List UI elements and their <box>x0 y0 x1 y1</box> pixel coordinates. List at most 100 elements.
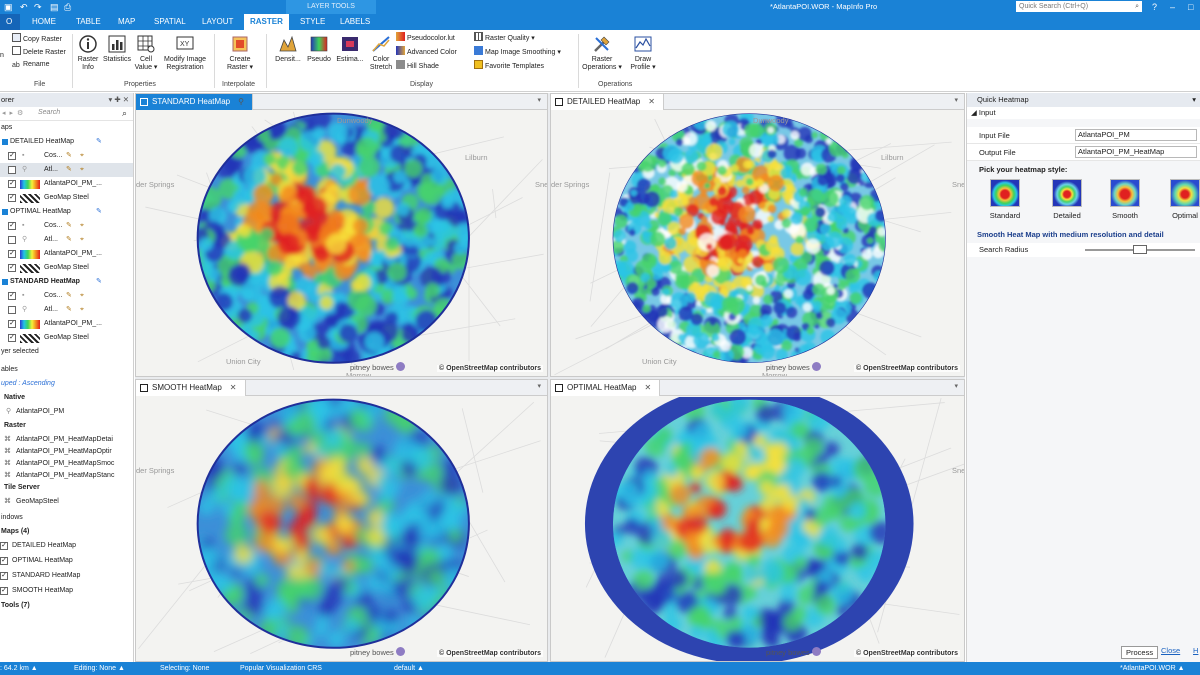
layer-checkbox[interactable] <box>8 166 16 174</box>
native-item[interactable]: ⚲ AtlantaPOI_PM <box>0 405 133 419</box>
map-tab[interactable]: STANDARD HeatMap ⚲ <box>136 94 253 110</box>
layer-row-6[interactable]: ✓ ▪ Cos... ✎ ⌖ <box>0 219 133 233</box>
heatmap-style-optimal[interactable]: Optimal <box>1165 179 1200 220</box>
favorite-templates-button[interactable]: Favorite Templates <box>474 60 544 73</box>
search-icon[interactable]: ⌕ <box>121 108 127 118</box>
tab-raster[interactable]: RASTER <box>244 14 289 30</box>
map-attribution[interactable]: © OpenStreetMap contributors <box>854 650 960 657</box>
explorer-search[interactable]: ◂▸⚙ Search ⌕ <box>0 107 133 121</box>
map-canvas[interactable]: Dunwoody Lilburn der Springs Snel Union City… <box>136 111 547 376</box>
layer-checkbox[interactable]: ✓ <box>8 264 16 272</box>
map-attribution[interactable]: © OpenStreetMap contributors <box>854 365 960 372</box>
layer-control-icon[interactable]: ✎ <box>96 208 102 215</box>
layer-checkbox[interactable]: ✓ <box>8 222 16 230</box>
input-section-toggle[interactable]: ◢ Input <box>967 107 1200 119</box>
pin-icon[interactable]: ⚲ <box>238 97 244 106</box>
tile-item[interactable]: ⌘ GeoMapSteel <box>0 495 133 509</box>
edit-icon[interactable]: ✎ <box>66 222 72 229</box>
map-image-smoothing-button[interactable]: Map Image Smoothing ▾ <box>474 46 561 59</box>
advanced-color-button[interactable]: Advanced Color <box>396 46 457 59</box>
tab-style[interactable]: STYLE <box>300 17 326 26</box>
status-zoom[interactable]: : 64.2 km ▲ <box>0 665 38 672</box>
quick-access-save-icon[interactable]: ▣ <box>4 2 13 12</box>
edit-icon[interactable]: ✎ <box>66 166 72 173</box>
help-link[interactable]: H <box>1193 646 1199 655</box>
map-canvas[interactable]: der Springs pitney bowes © OpenStreetMap c… <box>136 397 547 661</box>
close-button[interactable]: Close <box>1161 646 1181 655</box>
raster-item[interactable]: ⌘ AtlantaPOI_PM_HeatMapStanc <box>0 469 133 481</box>
panel-controls[interactable]: ▾ ✚ ✕ <box>108 95 129 104</box>
window-checkbox[interactable]: ✓ <box>0 572 8 580</box>
color-stretch-button[interactable]: Color Stretch <box>368 34 394 72</box>
cell-value-button[interactable]: Cell Value ▾ <box>134 34 158 72</box>
layer-row-12[interactable]: ⚲ Atl... ✎ ⌖ <box>0 303 133 317</box>
tab-labels[interactable]: LABELS <box>340 17 371 26</box>
raster-item[interactable]: ⌘ AtlantaPOI_PM_HeatMapSmoc <box>0 457 133 469</box>
tab-table[interactable]: TABLE <box>76 17 101 26</box>
output-file-field[interactable]: AtlantaPOI_PM_HeatMap <box>1075 146 1197 158</box>
draw-profile-button[interactable]: Draw Profile ▾ <box>626 34 660 72</box>
select-icon[interactable]: ⌖ <box>80 236 84 243</box>
layer-checkbox[interactable]: ✓ <box>8 152 16 160</box>
map-window-detailed[interactable]: DETAILED HeatMap ✕ ▾ Dunwoody Lilburn der Spr… <box>550 93 965 377</box>
quick-access-folder-icon[interactable]: ▤ <box>50 2 59 12</box>
grouped-row[interactable]: uped : Ascending <box>0 377 133 391</box>
edit-icon[interactable]: ✎ <box>66 306 72 313</box>
status-default[interactable]: default ▲ <box>394 665 424 672</box>
window-item[interactable]: ✓ STANDARD HeatMap <box>0 569 133 583</box>
map-attribution[interactable]: © OpenStreetMap contributors <box>437 650 543 657</box>
map-tab[interactable]: SMOOTH HeatMap ✕ <box>136 380 246 396</box>
map-canvas[interactable]: Snel pitney bowes © OpenStreetMap contribu… <box>551 397 964 661</box>
window-item[interactable]: ✓ DETAILED HeatMap <box>0 539 133 553</box>
select-icon[interactable]: ⌖ <box>80 222 84 229</box>
edit-icon[interactable]: ✎ <box>66 152 72 159</box>
window-item[interactable]: ✓ SMOOTH HeatMap <box>0 584 133 598</box>
window-checkbox[interactable]: ✓ <box>0 542 8 550</box>
tab-map[interactable]: MAP <box>118 17 136 26</box>
delete-raster-button[interactable]: Delete Raster <box>12 46 66 59</box>
tab-layout[interactable]: LAYOUT <box>202 17 234 26</box>
status-selecting[interactable]: Selecting: None <box>160 665 210 672</box>
map-canvas[interactable]: Dunwoody Lilburn der Springs Snel Union City… <box>551 111 964 376</box>
chevron-down-icon[interactable]: ▾ <box>954 97 958 104</box>
map-group-0[interactable]: DETAILED HeatMap ✎ <box>0 135 133 149</box>
layer-row-2[interactable]: ⚲ Atl... ✎ ⌖ <box>0 163 133 177</box>
density-button[interactable]: Densit... <box>272 34 304 64</box>
close-icon[interactable]: ✕ <box>229 383 237 392</box>
heatmap-style-standard[interactable]: Standard <box>985 179 1025 220</box>
search-icon[interactable]: ⌕ <box>1135 3 1139 10</box>
input-file-field[interactable]: AtlantaPOI_PM <box>1075 129 1197 141</box>
open-fragment[interactable]: n <box>0 52 4 59</box>
window-item[interactable]: ✓ OPTIMAL HeatMap <box>0 554 133 568</box>
chevron-down-icon[interactable]: ▾ <box>954 383 958 390</box>
layer-checkbox[interactable]: ✓ <box>8 250 16 258</box>
select-icon[interactable]: ⌖ <box>80 306 84 313</box>
minimize-button[interactable]: – <box>1170 2 1176 12</box>
tab-home[interactable]: HOME <box>32 17 56 26</box>
raster-quality-button[interactable]: Raster Quality ▾ <box>474 32 535 45</box>
pseudo-button[interactable]: Pseudo <box>306 34 332 64</box>
chevron-down-icon[interactable]: ▾ <box>537 97 541 104</box>
select-icon[interactable]: ⌖ <box>80 152 84 159</box>
status-crs[interactable]: Popular Visualization CRS <box>240 665 322 672</box>
layer-row-11[interactable]: ✓ ▪ Cos... ✎ ⌖ <box>0 289 133 303</box>
copy-raster-button[interactable]: Copy Raster <box>12 33 62 46</box>
map-group-10[interactable]: STANDARD HeatMap ✎ <box>0 275 133 289</box>
window-checkbox[interactable]: ✓ <box>0 557 8 565</box>
statistics-button[interactable]: Statistics <box>102 34 132 64</box>
edit-icon[interactable]: ✎ <box>66 292 72 299</box>
quick-access-print-icon[interactable]: ⎙ <box>64 2 72 12</box>
layer-checkbox[interactable] <box>8 236 16 244</box>
select-icon[interactable]: ⌖ <box>80 166 84 173</box>
search-radius-slider[interactable] <box>1085 245 1195 254</box>
map-attribution[interactable]: © OpenStreetMap contributors <box>437 365 543 372</box>
map-tab[interactable]: DETAILED HeatMap ✕ <box>551 94 664 110</box>
hill-shade-button[interactable]: Hill Shade <box>396 60 439 73</box>
layer-row-7[interactable]: ⚲ Atl... ✎ ⌖ <box>0 233 133 247</box>
process-button[interactable]: Process <box>1121 646 1159 659</box>
modify-registration-button[interactable]: XY Modify Image Registration <box>160 34 210 72</box>
help-button[interactable]: ? <box>1152 2 1158 12</box>
close-icon[interactable]: ✕ <box>644 383 652 392</box>
raster-item[interactable]: ⌘ AtlantaPOI_PM_HeatMapOptir <box>0 445 133 457</box>
layer-row-3[interactable]: ✓ AtlantaPOI_PM_... <box>0 177 133 191</box>
